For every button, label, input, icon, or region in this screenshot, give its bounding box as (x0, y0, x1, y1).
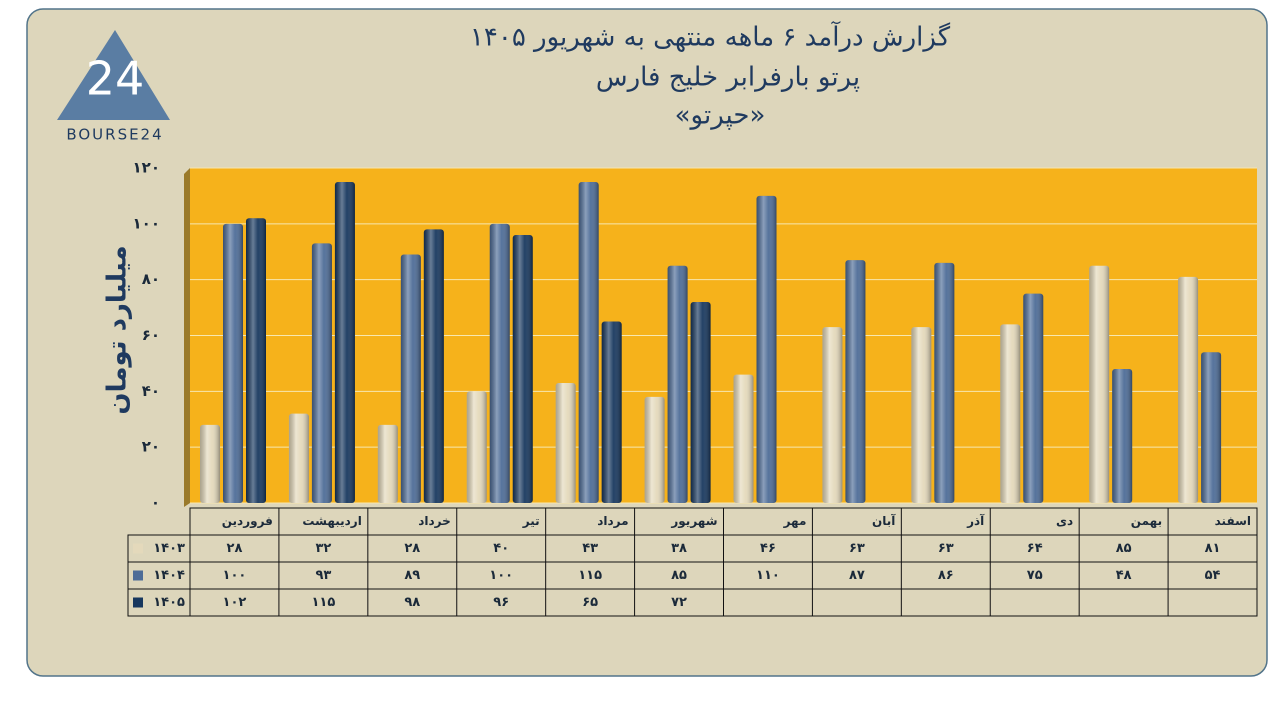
bar-shade (555, 382, 576, 503)
data-label: ۱۰۰ (489, 568, 513, 583)
x-tick-label: بهمن (1131, 514, 1162, 528)
data-label: ۶۳ (849, 541, 865, 556)
data-label: ۴۶ (760, 541, 776, 556)
bar-shade (466, 391, 487, 503)
bar-shade (578, 181, 599, 504)
y-tick-label: ۰ (151, 494, 160, 512)
y-tick-label: ۴۰ (142, 382, 160, 400)
data-label: ۳۲ (315, 541, 331, 556)
data-label: ۸۱ (1205, 541, 1221, 556)
data-label: ۸۷ (849, 568, 865, 583)
data-label: ۹۳ (315, 568, 331, 583)
data-label: ۸۶ (938, 568, 954, 583)
bar-shade (223, 223, 243, 504)
chart-subtitle: پرتو بارفرابر خلیج فارس (596, 63, 860, 93)
bar-shade (334, 181, 355, 504)
logo-mark: 24 (86, 52, 145, 106)
y-tick-label: ۸۰ (142, 270, 160, 288)
bar-shade (1023, 293, 1044, 503)
data-label: ۲۸ (227, 541, 243, 556)
bar-shade (400, 254, 421, 503)
data-label: ۲۸ (404, 541, 420, 556)
bar-shade (822, 327, 843, 503)
y-axis-label: میلیارد تومان (103, 245, 133, 414)
x-tick-label: شهریور (670, 514, 717, 529)
bar-shade (934, 262, 955, 503)
bar-shade (311, 243, 332, 503)
data-label: ۶۴ (1027, 541, 1043, 556)
data-label: ۹۶ (493, 595, 509, 610)
bar-shade (288, 413, 309, 503)
bar-shade (756, 195, 777, 503)
bar-shade (489, 223, 510, 504)
data-label: ۸۵ (671, 568, 687, 583)
bar-shade (1000, 324, 1021, 503)
data-label: ۵۴ (1205, 568, 1221, 583)
legend-label: ۱۴۰۵ (153, 595, 185, 610)
x-tick-label: مهر (783, 514, 807, 528)
x-tick-label: آبان (872, 513, 896, 528)
plot-side (184, 168, 190, 507)
bar-shade (246, 218, 266, 503)
legend-swatch (133, 597, 143, 608)
data-label: ۴۰ (493, 541, 509, 556)
bar-shade (845, 260, 866, 503)
chart-subtitle: «حپرتو» (675, 101, 766, 131)
data-label: ۱۰۰ (223, 568, 247, 583)
bar-shade (644, 396, 665, 503)
data-label: ۷۲ (671, 595, 687, 610)
bar-shade (200, 424, 220, 503)
y-tick-label: ۲۰ (142, 438, 160, 456)
bar-shade (423, 229, 444, 503)
bar-shade (690, 302, 711, 503)
bar-shade (733, 374, 754, 503)
data-label: ۹۸ (404, 595, 420, 610)
data-label: ۱۱۰ (756, 568, 780, 583)
bar-shade (601, 321, 622, 503)
y-tick-label: ۱۰۰ (133, 214, 160, 232)
legend-swatch (133, 543, 143, 554)
data-label: ۴۳ (582, 541, 598, 556)
x-tick-label: فروردین (222, 514, 273, 529)
data-label: ۴۸ (1116, 568, 1132, 583)
data-label: ۸۵ (1116, 541, 1132, 556)
bar-shade (512, 235, 533, 503)
bar-shade (1089, 265, 1110, 503)
bar-shade (911, 327, 932, 503)
x-tick-label: دی (1056, 514, 1073, 528)
x-tick-label: اردیبهشت (302, 514, 361, 528)
x-tick-label: مرداد (597, 514, 628, 528)
bar-shade (1201, 352, 1222, 503)
bar-shade (667, 265, 688, 503)
x-tick-label: آذر (966, 513, 985, 528)
bar-shade (1178, 276, 1199, 503)
data-label: ۷۵ (1027, 568, 1043, 583)
bar-shade (377, 424, 398, 503)
data-label: ۱۱۵ (311, 595, 335, 610)
x-tick-label: خرداد (418, 514, 451, 528)
chart-title: گزارش درآمد ۶ ماهه منتهی به شهریور ۱۴۰۵ (470, 21, 951, 53)
data-label: ۸۹ (404, 568, 420, 583)
data-label: ۱۱۵ (578, 568, 602, 583)
data-label: ۳۸ (671, 541, 687, 556)
legend-swatch (133, 570, 143, 581)
bar-shade (1112, 369, 1133, 503)
legend-label: ۱۴۰۴ (153, 568, 185, 583)
x-tick-label: اسفند (1215, 514, 1251, 528)
x-tick-label: تیر (522, 514, 540, 528)
y-tick-label: ۶۰ (142, 326, 160, 344)
data-label: ۶۳ (938, 541, 954, 556)
logo-shape (57, 30, 170, 120)
data-label: ۱۰۲ (223, 595, 247, 610)
y-tick-label: ۱۲۰ (133, 159, 160, 177)
legend-label: ۱۴۰۳ (153, 541, 185, 556)
logo-text: BOURSE24 (66, 126, 163, 144)
data-label: ۶۵ (582, 595, 598, 610)
